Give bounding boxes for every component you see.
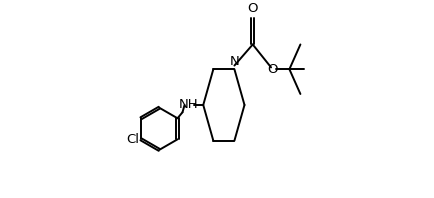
Text: O: O xyxy=(268,63,278,76)
Text: N: N xyxy=(230,55,239,68)
Text: Cl: Cl xyxy=(126,133,139,146)
Text: O: O xyxy=(247,2,258,15)
Text: NH: NH xyxy=(179,98,198,111)
